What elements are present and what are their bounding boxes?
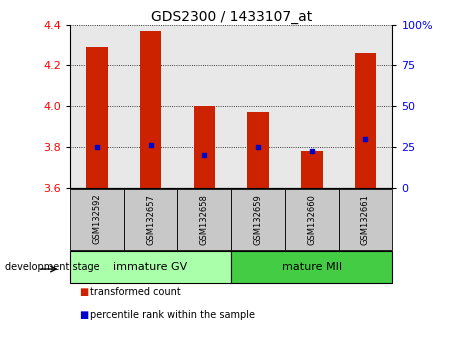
Bar (193, 106, 215, 188)
Text: ■: ■ (79, 287, 88, 297)
Bar (86, 47, 107, 188)
Text: GSM132658: GSM132658 (200, 194, 209, 245)
Text: GSM132592: GSM132592 (92, 194, 101, 245)
Bar (301, 151, 322, 188)
Bar (140, 31, 161, 188)
Text: mature MII: mature MII (282, 262, 342, 272)
Text: percentile rank within the sample: percentile rank within the sample (90, 310, 255, 320)
Bar (355, 53, 376, 188)
Bar (231, 251, 392, 283)
Bar (247, 112, 269, 188)
Text: GSM132661: GSM132661 (361, 194, 370, 245)
Text: GSM132660: GSM132660 (307, 194, 316, 245)
Bar (177, 189, 231, 250)
Bar (124, 189, 177, 250)
Bar (70, 251, 231, 283)
Text: GSM132659: GSM132659 (253, 194, 262, 245)
Bar (285, 189, 339, 250)
Text: GSM132657: GSM132657 (146, 194, 155, 245)
Text: development stage: development stage (5, 262, 99, 272)
Text: ■: ■ (79, 310, 88, 320)
Text: transformed count: transformed count (90, 287, 181, 297)
Text: immature GV: immature GV (113, 262, 188, 272)
Bar (231, 189, 285, 250)
Title: GDS2300 / 1433107_at: GDS2300 / 1433107_at (151, 10, 312, 24)
Bar (339, 189, 392, 250)
Bar (70, 189, 124, 250)
